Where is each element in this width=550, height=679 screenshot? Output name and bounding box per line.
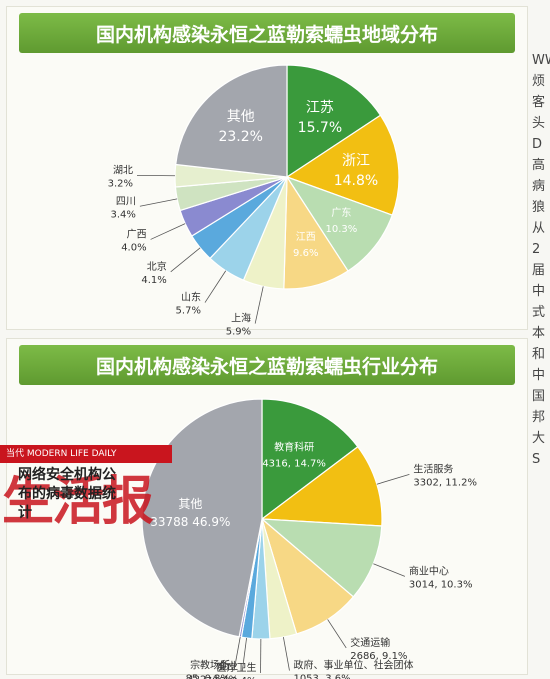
pie-leader-0-4 (254, 286, 264, 324)
pie-label-1-8-0: 其他 (178, 497, 202, 511)
watermark-brand: 生活报 (2, 471, 154, 532)
pie-label-0-4-1: 5.9% (226, 327, 251, 338)
pie-label-0-3-1: 9.6% (293, 248, 318, 259)
pie-leader-1-7 (233, 636, 241, 671)
pie-leader-1-1 (376, 473, 410, 485)
pie-label-0-6-1: 4.1% (141, 275, 166, 286)
pie-leader-1-3 (327, 619, 347, 649)
pie-label-0-5-1: 5.7% (176, 306, 201, 317)
pie-slice-1-1 (260, 445, 383, 527)
pie-label-0-1-1: 14.8% (334, 173, 378, 189)
pie-leader-1-4 (283, 637, 290, 671)
pie-slice-0-1 (285, 114, 400, 216)
pie-label-0-1-0: 浙江 (342, 153, 370, 169)
pie-leader-0-5 (204, 270, 227, 303)
watermark-header: 当代 MODERN LIFE DAILY (0, 445, 172, 463)
pie-slice-0-2 (285, 175, 394, 272)
industry-pie-chart: 教育科研 4316, 14.7% 生活服务 3302, 11.2% 商业中心 3014, … (141, 398, 477, 679)
industry-chart-title: 国内机构感染永恒之蓝勒索蠕虫行业分布 (19, 345, 515, 385)
pie-label-1-5-1: 706, 2.4% (206, 676, 257, 679)
pie-label-1-4-1: 1053, 3.6% (293, 674, 350, 679)
pie-label-1-3-1: 2686, 9.1% (350, 651, 407, 662)
pie-label-0-7-0: 广西 (127, 228, 147, 240)
newspaper-watermark: 当代 MODERN LIFE DAILY 生活报 (0, 445, 172, 557)
pie-label-1-4-0: 政府、事业单位、社会团体 (293, 659, 413, 672)
pie-label-1-2-1: 3014, 10.3% (409, 579, 473, 590)
pie-label-0-8-1: 3.4% (110, 209, 135, 220)
pie-label-1-1-0: 生活服务 (413, 462, 453, 475)
pie-slice-1-2 (260, 518, 383, 598)
pie-label-1-0-1: 4316, 14.7% (262, 459, 326, 470)
figure-caption: 网络安全机构公布的病毒数据统计 (18, 467, 116, 521)
pie-label-1-5-0: 医疗卫生 (217, 661, 257, 674)
region-chart-panel: 国内机构感染永恒之蓝勒索蠕虫地域分布 江苏 15.7% 浙江 14.8% 广东 10.3%… (6, 6, 528, 338)
pie-leader-1-6 (241, 637, 247, 672)
pie-label-0-10-0: 其他 (227, 109, 255, 125)
pie-label-1-7-0: 宗教场所 (190, 658, 230, 671)
pie-label-1-6-0: 企业 (218, 660, 238, 673)
pie-label-0-9-1: 3.2% (108, 178, 133, 189)
pie-label-1-2-0: 商业中心 (409, 564, 449, 577)
pie-label-1-1-1: 3302, 11.2% (413, 477, 477, 488)
pie-label-1-0-0: 教育科研 (274, 441, 314, 454)
pie-label-0-4-0: 上海 (231, 312, 251, 325)
pie-slice-1-8 (141, 398, 263, 638)
pie-label-0-2-0: 广东 (331, 206, 351, 219)
region-pie-chart: 江苏 15.7% 浙江 14.8% 广东 10.3% 江西 9.6% 上海 5.9% 山东 5.7% 北… (108, 64, 400, 338)
industry-chart-panel: 国内机构感染永恒之蓝勒索蠕虫行业分布 教育科研 4316, 14.7% 生活服务 33… (6, 338, 528, 679)
pie-label-0-6-0: 北京 (147, 260, 167, 273)
pie-label-1-3-0: 交通运输 (350, 636, 390, 649)
pie-slice-0-10 (175, 64, 288, 178)
pie-label-1-7-1: 85, 0.3% (186, 673, 231, 679)
pie-label-0-10-1: 23.2% (218, 129, 262, 145)
pie-label-0-5-0: 山东 (181, 291, 201, 304)
pie-label-1-6-1: 422, 1.4% (187, 675, 238, 679)
pie-slice-1-0 (261, 398, 359, 521)
region-chart-title: 国内机构感染永恒之蓝勒索蠕虫地域分布 (19, 13, 515, 53)
pie-label-0-9-0: 湖北 (113, 164, 133, 176)
pie-label-0-8-0: 四川 (116, 196, 136, 207)
cropped-article-text: WW烦客头D高病狼从2届中式本和中国邦大S (532, 53, 550, 467)
pie-slice-0-0 (286, 64, 382, 179)
pie-leader-1-2 (373, 563, 406, 577)
pie-leader-0-8 (139, 198, 178, 207)
pie-label-0-7-1: 4.0% (121, 242, 146, 253)
pie-leader-0-7 (150, 223, 186, 240)
pie-label-0-3-0: 江西 (296, 231, 316, 243)
pie-label-0-0-0: 江苏 (306, 100, 334, 116)
pie-leader-0-6 (170, 247, 201, 273)
pie-label-0-0-1: 15.7% (298, 120, 342, 136)
pie-label-1-8-1: 33788 46.9% (150, 515, 230, 529)
pie-label-0-2-1: 10.3% (325, 224, 357, 235)
